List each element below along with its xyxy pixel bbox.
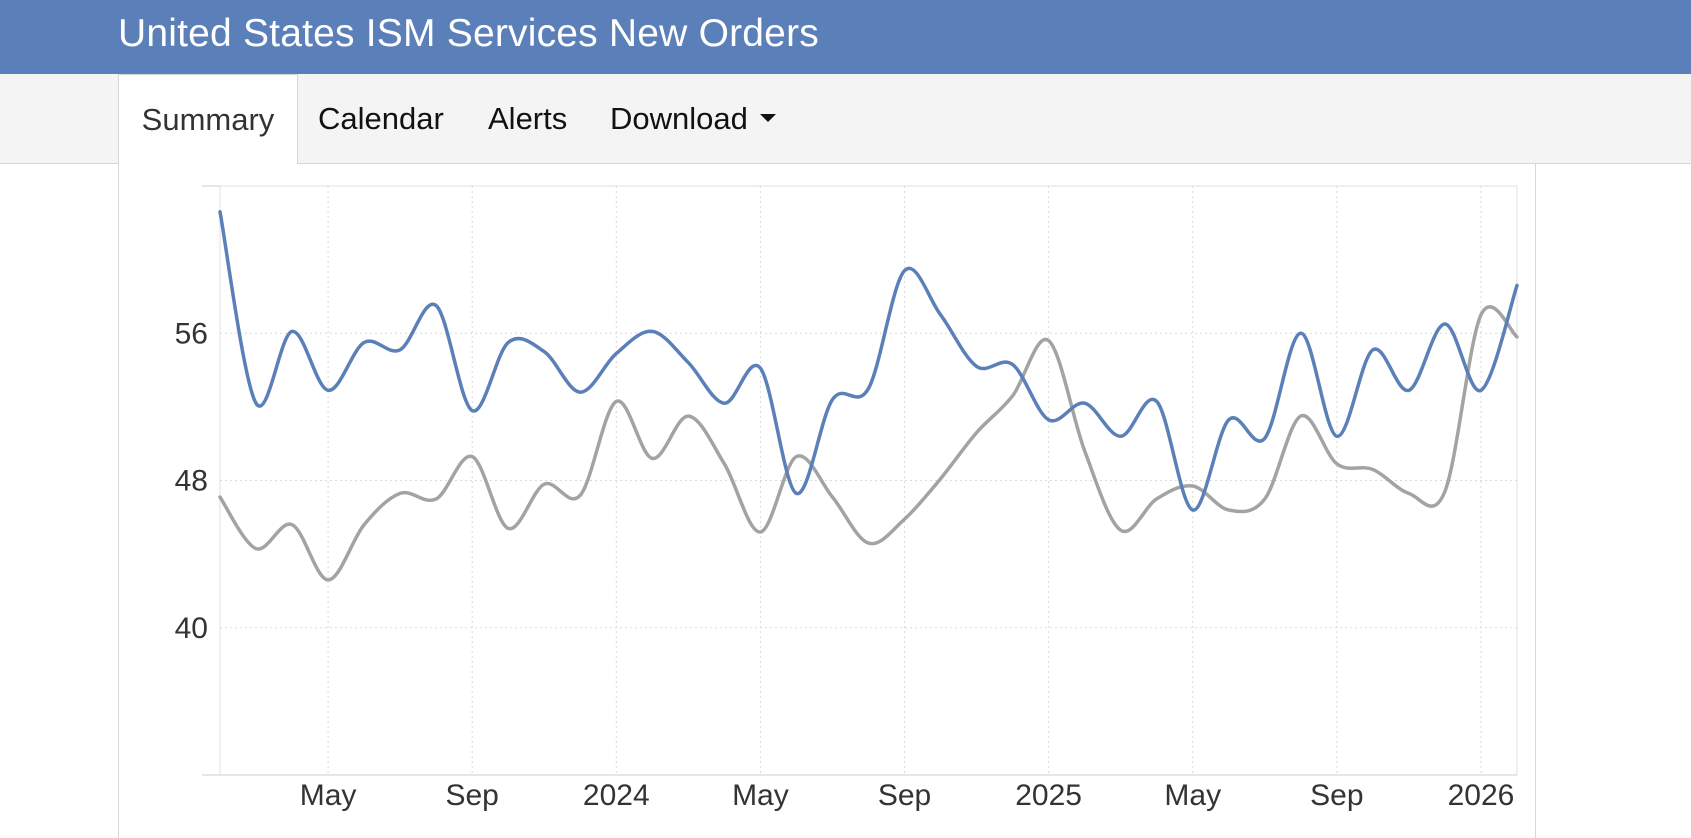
tab-download[interactable]: Download (610, 74, 776, 164)
tab-bar: Summary Calendar Alerts Download (0, 74, 1691, 165)
tab-calendar[interactable]: Calendar (318, 74, 444, 164)
chevron-down-icon (759, 113, 776, 122)
y-tick-label: 40 (175, 612, 208, 645)
plot-frame (219, 185, 1518, 776)
x-tick-label: May (1164, 779, 1221, 812)
x-tick-label: Sep (1310, 779, 1363, 812)
x-tick-label: 2026 (1448, 779, 1515, 812)
x-tick-label: May (300, 779, 357, 812)
series-line-primary (218, 210, 1519, 512)
page-header: United States ISM Services New Orders (0, 0, 1691, 74)
line-chart: 40 48 56 May Sep 2024 May Sep 2025 May Sep 2026 (175, 185, 1519, 812)
series-line-secondary (218, 305, 1519, 582)
tab-alerts[interactable]: Alerts (488, 74, 567, 164)
x-tick-label: Sep (445, 779, 498, 812)
x-tick-label: May (732, 779, 789, 812)
x-tick-label: 2025 (1015, 779, 1082, 812)
tab-calendar-label: Calendar (318, 101, 444, 136)
tab-download-label: Download (610, 101, 748, 136)
x-tick-label: 2024 (583, 779, 650, 812)
tab-summary-label: Summary (141, 102, 275, 137)
tab-alerts-label: Alerts (488, 101, 568, 136)
tab-summary[interactable]: Summary (118, 74, 298, 165)
x-tick-label: Sep (878, 779, 931, 812)
y-tick-label: 48 (175, 465, 208, 498)
y-tick-label: 56 (175, 317, 208, 350)
page-title: United States ISM Services New Orders (118, 12, 819, 55)
chart-panel: 40 48 56 May Sep 2024 May Sep 2025 May Sep 2026 (118, 164, 1536, 838)
